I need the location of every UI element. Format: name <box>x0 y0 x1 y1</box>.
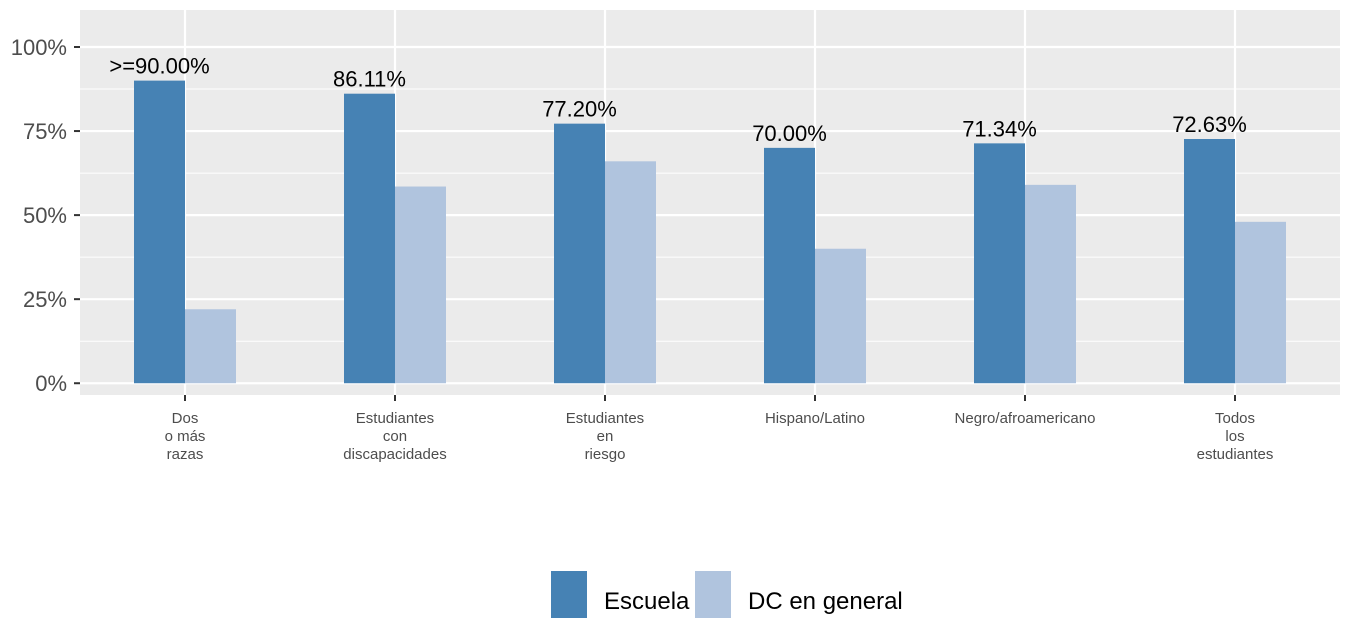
legend-key-escuela <box>551 571 587 618</box>
x-tick-label-line: Dos <box>172 410 199 427</box>
bar-escuela <box>134 80 185 384</box>
data-label: 70.00% <box>752 121 827 146</box>
legend: Escuela DC en general <box>551 571 903 618</box>
bar-dc-en-general <box>1235 221 1286 384</box>
bar-escuela <box>1184 139 1235 384</box>
x-tick-label: Dos o más razas <box>165 410 206 463</box>
x-tick-label-line: Estudiantes <box>566 410 644 427</box>
data-label: 72.63% <box>1172 112 1247 137</box>
x-tick-label-line: razas <box>167 446 204 463</box>
x-tick-label-line: riesgo <box>585 446 626 463</box>
data-labels: >=90.00% 86.11% 77.20% 70.00% 71.34% 72.63% <box>109 54 1246 146</box>
bar-dc-en-general <box>815 248 866 384</box>
data-label: 71.34% <box>962 116 1037 141</box>
x-tick-label-line: los <box>1225 428 1244 445</box>
data-label: 86.11% <box>333 67 406 92</box>
bar-escuela <box>344 93 395 384</box>
y-tick-label: 25% <box>23 287 67 312</box>
x-tick-label-line: discapacidades <box>343 446 446 463</box>
bar-escuela <box>974 143 1025 384</box>
x-tick-label-line: Todos <box>1215 410 1255 427</box>
x-tick-label: Todos los estudiantes <box>1197 410 1274 463</box>
x-tick-label-line: en <box>597 428 614 445</box>
bar-dc-en-general <box>395 186 446 384</box>
plot-panel <box>80 10 1340 395</box>
bars <box>134 80 1286 384</box>
x-tick-label: Negro/afroamericano <box>955 410 1096 427</box>
data-label: 77.20% <box>542 97 617 122</box>
bar-dc-en-general <box>605 161 656 384</box>
x-tick-label-line: con <box>383 428 407 445</box>
y-tick-label: 75% <box>23 119 67 144</box>
y-tick-label: 50% <box>23 203 67 228</box>
bar-escuela <box>764 147 815 384</box>
x-tick-label: Estudiantes en riesgo <box>566 410 644 463</box>
x-tick-label-line: Estudiantes <box>356 410 434 427</box>
x-tick-label: Estudiantes con discapacidades <box>343 410 446 463</box>
x-tick-label-line: o más <box>165 428 206 445</box>
legend-label-escuela: Escuela <box>604 588 690 615</box>
bar-dc-en-general <box>185 309 236 384</box>
bar-escuela <box>554 123 605 384</box>
bar-dc-en-general <box>1025 184 1076 384</box>
x-tick-label-line: estudiantes <box>1197 446 1274 463</box>
y-tick-label: 0% <box>35 371 67 396</box>
legend-label-dc-en-general: DC en general <box>748 588 903 615</box>
x-tick-label: Hispano/Latino <box>765 410 865 427</box>
legend-key-dc-en-general <box>695 571 731 618</box>
x-tick-label-line: Negro/afroamericano <box>955 410 1096 427</box>
y-axis: 0% 25% 50% 75% 100% <box>11 35 80 396</box>
y-tick-label: 100% <box>11 35 67 60</box>
x-tick-label-line: Hispano/Latino <box>765 410 865 427</box>
data-label: >=90.00% <box>109 54 209 79</box>
